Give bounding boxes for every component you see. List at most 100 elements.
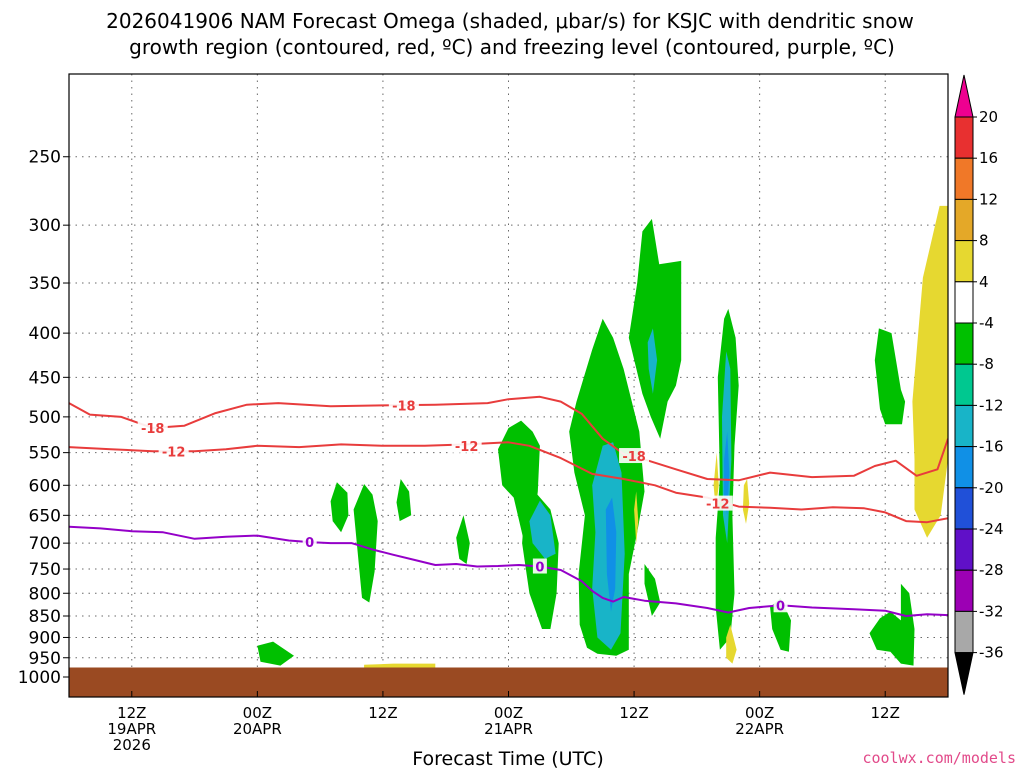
contour-label-bg [451,437,482,453]
contour-label-bg [619,448,650,464]
colorbar-box [954,198,974,242]
colorbar-label: 4 [979,273,989,291]
contour-label: -18 [392,399,416,414]
colorbar-box [954,528,974,571]
colorbar-box [954,610,974,654]
omega-region [628,218,682,439]
colorbar-box [954,487,974,530]
y-tick-label: 700 [29,534,61,554]
colorbar-box [954,404,974,448]
omega-region [257,641,294,666]
contour-label: 0 [776,599,785,614]
colorbar-arrow-top [954,74,974,118]
x-tick-label: 2026 [113,736,151,754]
colorbar-label: -28 [979,561,1004,579]
omega-region [874,328,906,425]
contour-label: -18 [622,450,646,465]
y-tick-label: 300 [29,216,61,236]
x-tick-label: 00Z [243,704,272,722]
omega-region [713,452,719,510]
omega-region [456,515,470,564]
contour-labels: -18 -18 -18 -12 -12 -12 0 0 0 [137,397,788,614]
y-tick-label: 900 [29,628,61,648]
omega-region [644,564,661,616]
colorbar-label: -36 [979,644,1004,662]
y-tick-label: 550 [29,444,61,464]
y-tick-label: 350 [29,274,61,294]
omega-region [634,491,639,544]
colorbar-label: 8 [979,232,989,250]
contour-label: 0 [305,536,314,551]
omega-region [726,624,737,664]
contour-label-bg [702,495,733,511]
contour-label: -12 [706,498,730,513]
colorbar-box [954,569,974,612]
colorbar-label: 16 [979,149,998,167]
x-tick-label: 12Z [871,704,900,722]
omega-region [353,484,378,603]
y-tick-label: 1000 [18,668,61,688]
omega-region [605,497,617,612]
y-tick-label: 500 [29,408,61,428]
contour-label-bg [532,558,547,574]
x-tick-label: 20APR [233,720,282,738]
colorbar-label: -32 [979,602,1004,620]
contour-label: -12 [455,440,479,455]
omega-region [330,482,349,533]
colorbar-arrow-bottom [954,652,974,695]
colorbar-label: -4 [979,314,994,332]
contour-label-bg [137,419,168,435]
colorbar-label: -16 [979,438,1004,456]
x-tick-label: 19APR [107,720,156,738]
colorbar-box [954,281,974,324]
colorbar-box [954,116,974,159]
y-tick-label: 650 [29,506,61,526]
omega-region [647,328,658,394]
colorbar-label: -20 [979,479,1004,497]
x-tick-label: 12Z [368,704,397,722]
colorbar-label: -8 [979,355,994,373]
y-tick-label: 400 [29,324,61,344]
x-tick-label: 22APR [735,720,784,738]
chart-subtitle: growth region (contoured, red, ºC) and f… [129,35,895,59]
omega-region [869,583,915,666]
x-tick-label: 00Z [745,704,774,722]
y-axis: 2503003504004505005506006507007508008509… [18,148,69,688]
x-tick-label: 00Z [494,704,523,722]
x-axis-title: Forecast Time (UTC) [412,748,603,768]
contour-label: 0 [535,561,544,576]
colorbar-box [954,322,974,365]
omega-region [912,205,948,538]
contour-line--12 [69,441,948,524]
colorbar: 20 16 12 8 4 -4 -8 -12 -16 -20 -24 -28 -32 -36 [954,74,1004,695]
y-tick-label: 950 [29,649,61,669]
colorbar-box [954,446,974,489]
y-tick-label: 450 [29,368,61,388]
colorbar-label: -12 [979,396,1004,414]
contour-label-bg [773,597,788,613]
omega-region [396,479,412,522]
contour-label-bg [388,397,419,413]
colorbar-label: 12 [979,190,998,208]
credit-label: coolwx.com/models [862,749,1016,767]
plot-area: -18 -18 -18 -12 -12 -12 0 0 0 [69,74,948,697]
contour-label: -18 [141,422,165,437]
omega-region [529,500,556,559]
omega-region [724,431,730,516]
x-tick-label: 12Z [117,704,146,722]
y-tick-label: 750 [29,560,61,580]
y-tick-label: 250 [29,148,61,168]
contour-label-bg [302,534,317,550]
chart-title: 2026041906 NAM Forecast Omega (shaded, μ… [106,9,914,33]
plot-background [69,74,948,697]
omega-region [742,479,750,524]
contour-label-bg [158,443,189,459]
contour-label: -12 [162,445,186,460]
x-tick-label: 12Z [619,704,648,722]
y-tick-label: 600 [29,476,61,496]
colorbar-label: -24 [979,520,1004,538]
colorbar-box [954,157,974,200]
colorbar-label: 20 [979,108,998,126]
